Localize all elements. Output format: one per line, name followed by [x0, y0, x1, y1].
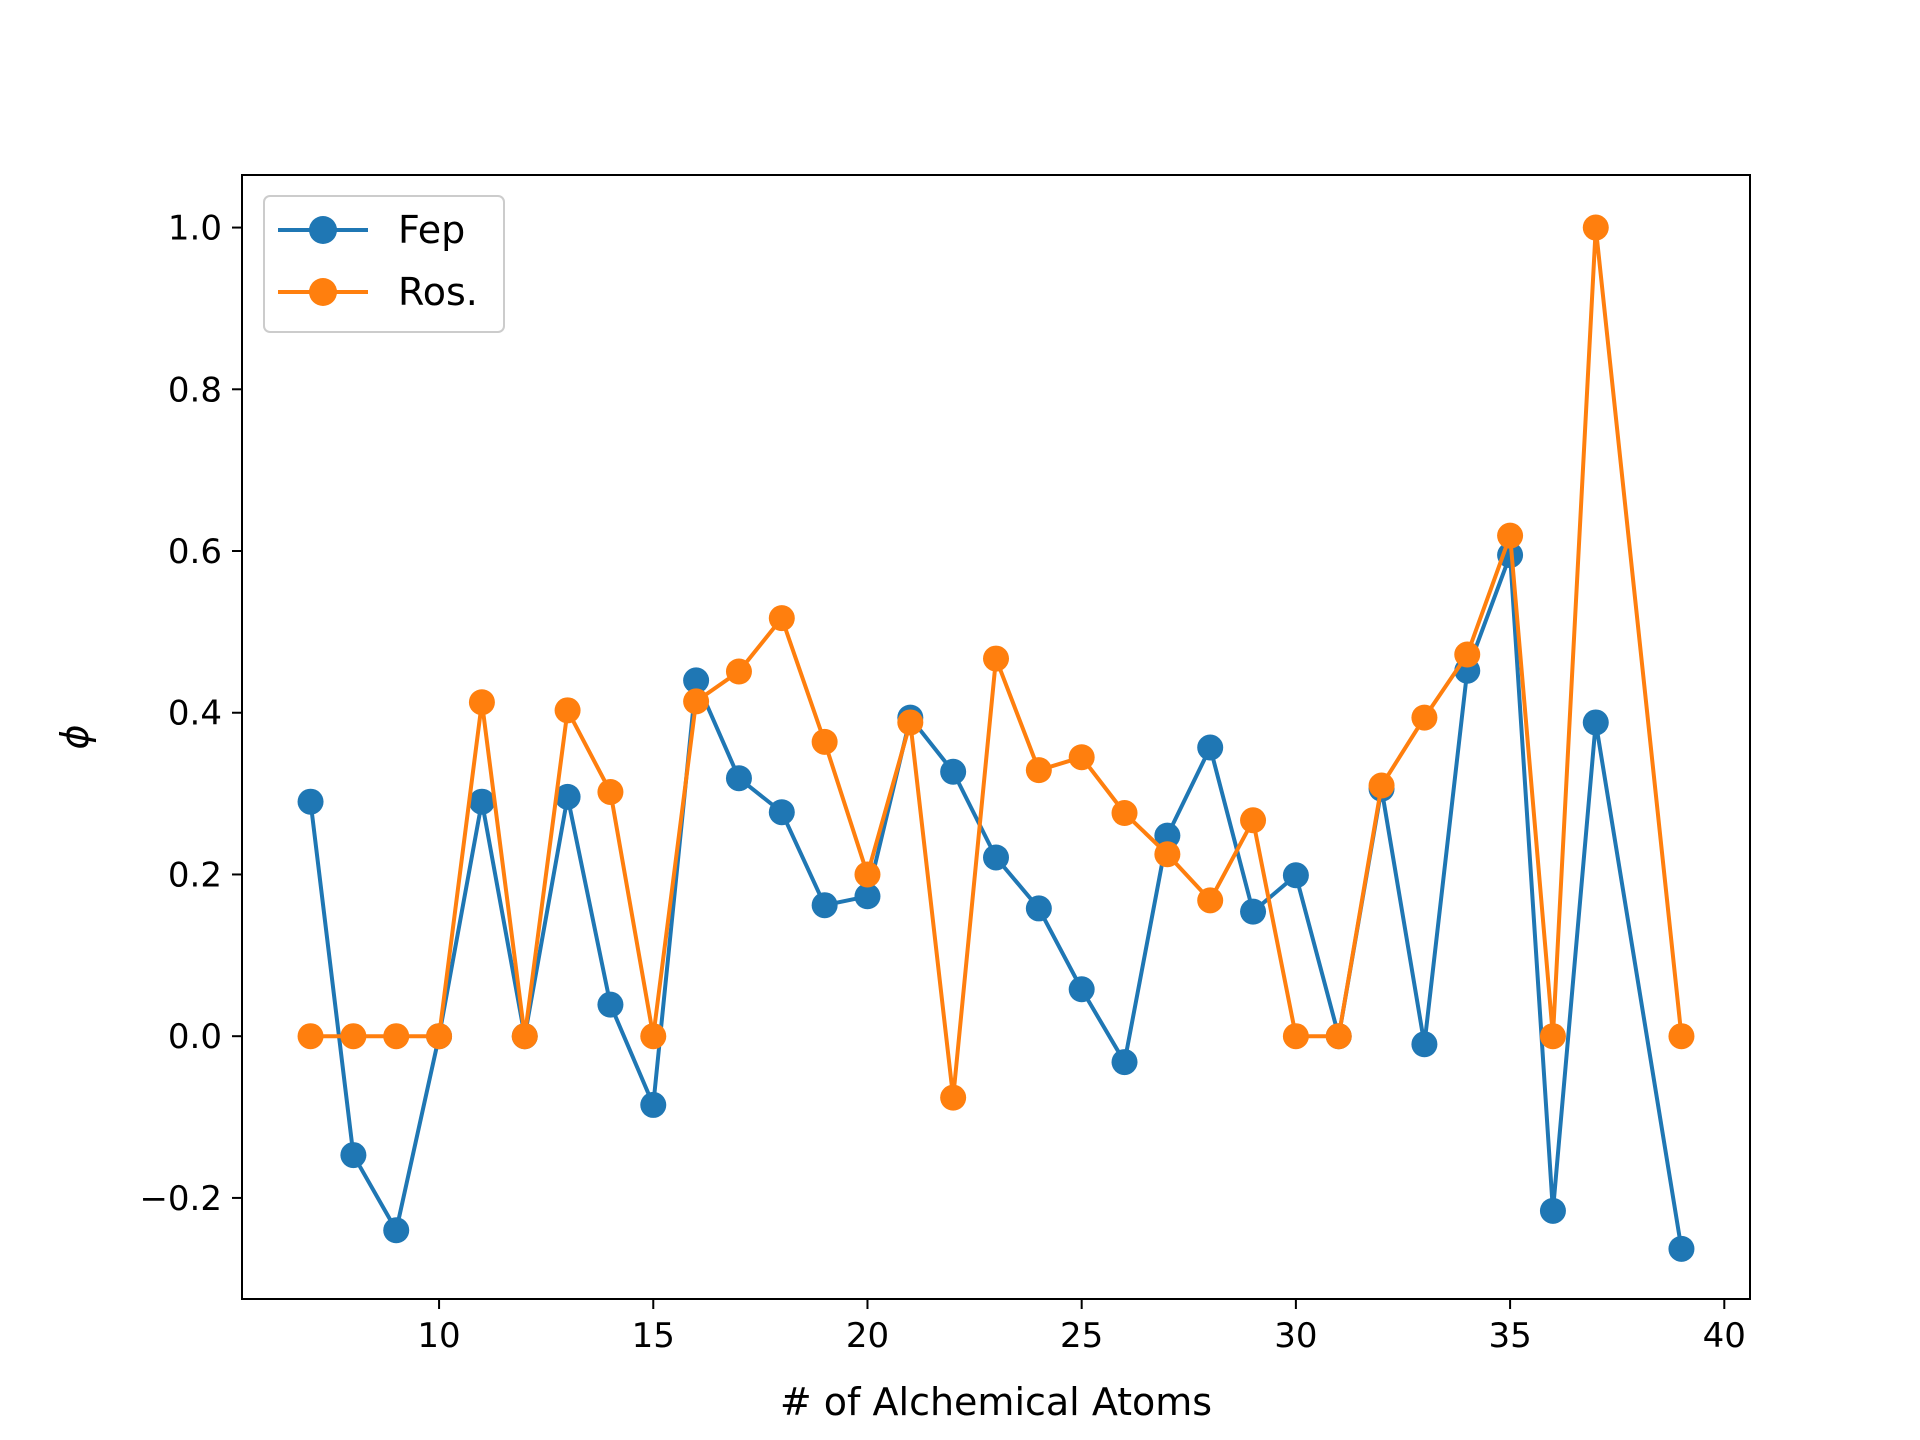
data-point-fep: [1539, 1197, 1566, 1224]
x-tick-label: 10: [417, 1316, 460, 1356]
x-tick-label: 40: [1703, 1316, 1746, 1356]
data-point-ros: [1025, 757, 1052, 784]
legend: Fep Ros.: [263, 195, 505, 333]
x-tick-label: 15: [632, 1316, 675, 1356]
y-axis: −0.2 0.0 0.2 0.4 0.6 0.8 1.0: [139, 209, 242, 1219]
data-point-fep: [1668, 1235, 1695, 1262]
x-tick-label: 25: [1060, 1316, 1103, 1356]
data-point-ros: [1368, 772, 1395, 799]
data-point-ros: [897, 709, 924, 736]
data-point-ros: [983, 645, 1009, 672]
data-point-ros: [468, 689, 495, 716]
y-tick-label: 0.2: [168, 855, 222, 895]
data-point-ros: [426, 1023, 453, 1050]
data-point-fep: [1240, 898, 1267, 925]
x-axis: 10 15 20 25 30 35 40: [417, 1299, 1746, 1356]
data-point-ros: [811, 728, 838, 755]
data-point-fep: [468, 788, 495, 815]
data-point-fep: [683, 667, 710, 694]
legend-label-ros: Ros.: [398, 270, 478, 314]
data-point-fep: [1111, 1049, 1138, 1076]
data-point-fep: [640, 1091, 667, 1118]
data-point-fep: [768, 799, 795, 826]
data-point-ros: [768, 605, 795, 632]
data-point-ros: [340, 1023, 367, 1050]
data-point-fep: [940, 758, 967, 785]
series-line-ros: [310, 225, 1684, 1100]
data-point-fep: [597, 991, 624, 1018]
x-tick-label: 30: [1274, 1316, 1317, 1356]
data-point-ros: [383, 1023, 410, 1050]
x-tick-label: 35: [1488, 1316, 1531, 1356]
data-point-ros: [554, 697, 581, 724]
data-point-ros: [297, 1023, 324, 1050]
x-axis-label: # of Alchemical Atoms: [780, 1380, 1212, 1424]
data-point-ros: [854, 861, 881, 888]
data-point-fep: [854, 883, 881, 910]
data-point-fep: [1197, 734, 1224, 761]
data-point-fep: [1154, 822, 1181, 849]
data-point-ros: [1539, 1023, 1566, 1050]
y-tick-label: 1.0: [168, 209, 222, 249]
y-tick-label: 0.4: [168, 694, 222, 734]
data-point-fep: [383, 1217, 410, 1244]
data-point-fep: [554, 783, 581, 810]
y-tick-label: −0.2: [139, 1179, 222, 1219]
data-point-fep: [297, 788, 324, 815]
data-point-ros: [1582, 214, 1609, 241]
data-point-ros: [1668, 1023, 1695, 1050]
data-point-ros: [640, 1023, 667, 1050]
x-tick-label: 20: [846, 1316, 889, 1356]
data-point-ros: [1282, 1023, 1309, 1050]
data-point-fep: [1068, 976, 1095, 1003]
data-point-fep: [340, 1142, 367, 1169]
data-point-ros: [1325, 1023, 1352, 1050]
series-layer: [297, 214, 1695, 1262]
data-point-ros: [1411, 704, 1438, 731]
y-tick-label: 0.6: [168, 532, 222, 572]
data-point-ros: [1068, 744, 1095, 771]
data-point-fep: [983, 844, 1009, 871]
data-point-ros: [1497, 522, 1524, 549]
data-point-ros: [1454, 641, 1481, 668]
data-point-ros: [1240, 807, 1267, 834]
data-point-ros: [683, 688, 710, 715]
data-point-fep: [725, 765, 752, 792]
data-point-ros: [1111, 800, 1138, 827]
data-point-fep: [811, 892, 838, 919]
data-point-ros: [1154, 841, 1181, 868]
legend-label-fep: Fep: [398, 208, 465, 252]
data-point-fep: [1282, 862, 1309, 889]
data-point-fep: [1411, 1031, 1438, 1058]
y-tick-label: 0.0: [168, 1017, 222, 1057]
legend-marker-ros: [309, 278, 337, 306]
data-point-ros: [725, 658, 752, 685]
plot-frame: [241, 174, 1751, 1300]
data-point-ros: [1197, 887, 1224, 914]
y-tick-label: 0.8: [168, 370, 222, 410]
data-point-fep: [1582, 709, 1609, 736]
data-point-ros: [597, 778, 624, 805]
y-axis-label: ϕ: [53, 724, 97, 749]
data-point-ros: [511, 1023, 538, 1050]
data-point-fep: [1025, 895, 1052, 922]
data-point-ros: [940, 1084, 967, 1111]
legend-marker-fep: [309, 216, 337, 244]
